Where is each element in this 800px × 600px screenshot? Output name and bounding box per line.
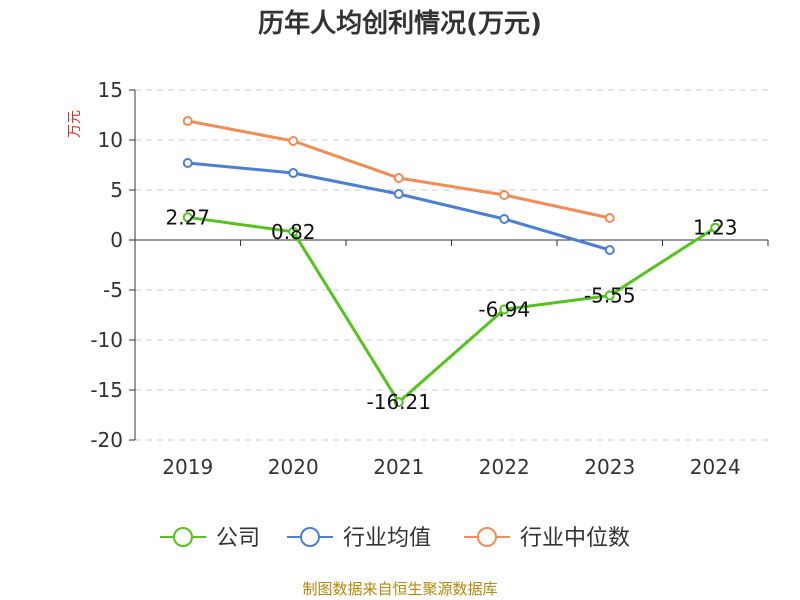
x-tick-label: 2023 (584, 455, 635, 479)
data-point (393, 189, 404, 199)
x-tick-label: 2024 (690, 455, 741, 479)
legend-label: 行业均值 (343, 526, 431, 551)
data-label: 1.23 (693, 216, 738, 240)
data-label: 2.27 (165, 205, 210, 229)
data-labels: 2.27 0.82 -16.21 -6.94 -5.55 1.23 (165, 205, 737, 414)
source-note: 制图数据来自恒生聚源数据库 (302, 580, 497, 598)
data-point (393, 173, 404, 183)
y-tick-label: -20 (90, 428, 123, 452)
legend-label: 公司 (216, 526, 260, 551)
data-point (182, 158, 193, 168)
data-point (182, 212, 193, 223)
y-tick-label: -15 (90, 378, 123, 402)
data-point (604, 290, 615, 301)
y-tick-label: -5 (103, 278, 123, 302)
axes (129, 89, 769, 441)
data-point (393, 397, 404, 408)
x-tick-labels: 2019 2020 2021 2022 2023 2024 (162, 455, 740, 479)
data-point (710, 222, 721, 233)
data-label: -5.55 (584, 284, 636, 308)
x-tick-label: 2021 (373, 455, 424, 479)
data-label: -6.94 (478, 297, 530, 321)
x-tick-label: 2020 (268, 455, 319, 479)
y-axis-label: 万元 (67, 110, 83, 138)
data-point (499, 304, 510, 315)
data-label: 0.82 (271, 220, 316, 244)
data-point (288, 136, 299, 146)
legend-label: 行业中位数 (520, 526, 630, 551)
y-tick-label: 0 (110, 228, 123, 252)
data-point (182, 116, 193, 126)
data-point (288, 226, 299, 237)
series-line (187, 215, 717, 404)
y-tick-label: 10 (98, 128, 123, 152)
legend: 公司 行业均值 行业中位数 (160, 526, 630, 551)
x-tick-label: 2022 (479, 455, 530, 479)
data-point (499, 214, 510, 224)
data-label: -16.21 (367, 390, 431, 414)
legend-marker (300, 527, 320, 547)
legend-marker (477, 527, 497, 547)
grid-lines (135, 89, 768, 441)
series-group (182, 116, 721, 408)
y-tick-label: 15 (98, 78, 123, 102)
data-point (499, 190, 510, 200)
data-point (604, 213, 615, 223)
legend-marker (173, 527, 193, 547)
y-tick-labels: 15 10 5 0 -5 -10 -15 -20 (90, 78, 123, 452)
data-point (604, 245, 615, 255)
chart-title: 历年人均创利情况(万元) (258, 8, 542, 39)
data-point (288, 168, 299, 178)
x-tick-label: 2019 (162, 455, 213, 479)
y-tick-label: 5 (110, 178, 123, 202)
y-tick-label: -10 (90, 328, 123, 352)
